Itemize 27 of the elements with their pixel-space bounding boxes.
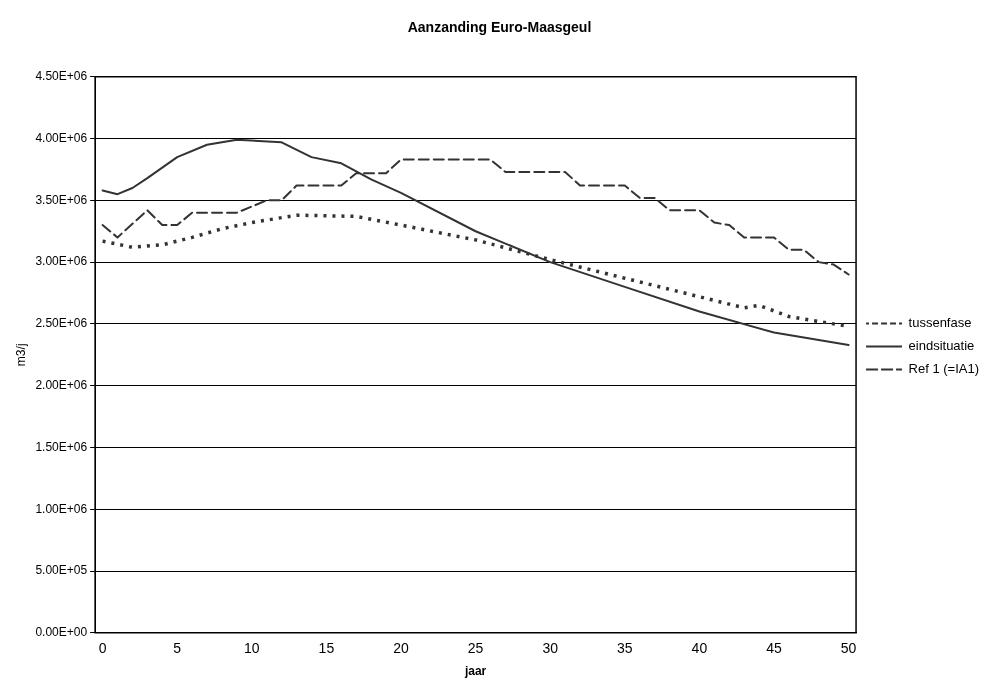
- x-axis-title: jaar: [463, 664, 487, 679]
- legend-label: tussenfase: [908, 315, 972, 331]
- y-axis-title: m3/j: [13, 343, 28, 367]
- x-tick-label: 40: [691, 640, 708, 657]
- x-tick-label: 0: [98, 640, 107, 657]
- x-tick-label: 30: [542, 640, 559, 657]
- x-tick-label: 10: [243, 640, 260, 657]
- y-tick-label: 0.00E+00: [35, 625, 88, 640]
- x-tick-label: 25: [467, 640, 484, 657]
- legend-label: eindsituatie: [908, 338, 975, 354]
- x-tick-label: 20: [393, 640, 409, 657]
- y-tick-label: 2.00E+06: [35, 378, 88, 392]
- y-tick-label: 5.00E+05: [35, 563, 88, 578]
- x-tick-label: 35: [617, 640, 633, 657]
- x-tick-label: 50: [840, 640, 857, 657]
- y-tick-label: 2.50E+06: [35, 316, 88, 331]
- y-tick-label: 3.50E+06: [35, 192, 88, 207]
- x-tick-label: 45: [766, 640, 782, 657]
- legend-label: Ref 1 (=IA1): [908, 361, 980, 377]
- y-tick-label: 4.50E+06: [35, 69, 88, 84]
- y-tick-label: 1.50E+06: [35, 439, 88, 454]
- y-tick-label: 4.00E+06: [35, 130, 88, 145]
- x-tick-label: 5: [173, 640, 182, 657]
- chart-title: Aanzanding Euro-Maasgeul: [407, 19, 592, 36]
- x-tick-label: 15: [318, 640, 335, 657]
- y-tick-label: 3.00E+06: [35, 254, 88, 269]
- y-tick-label: 1.00E+06: [35, 501, 88, 516]
